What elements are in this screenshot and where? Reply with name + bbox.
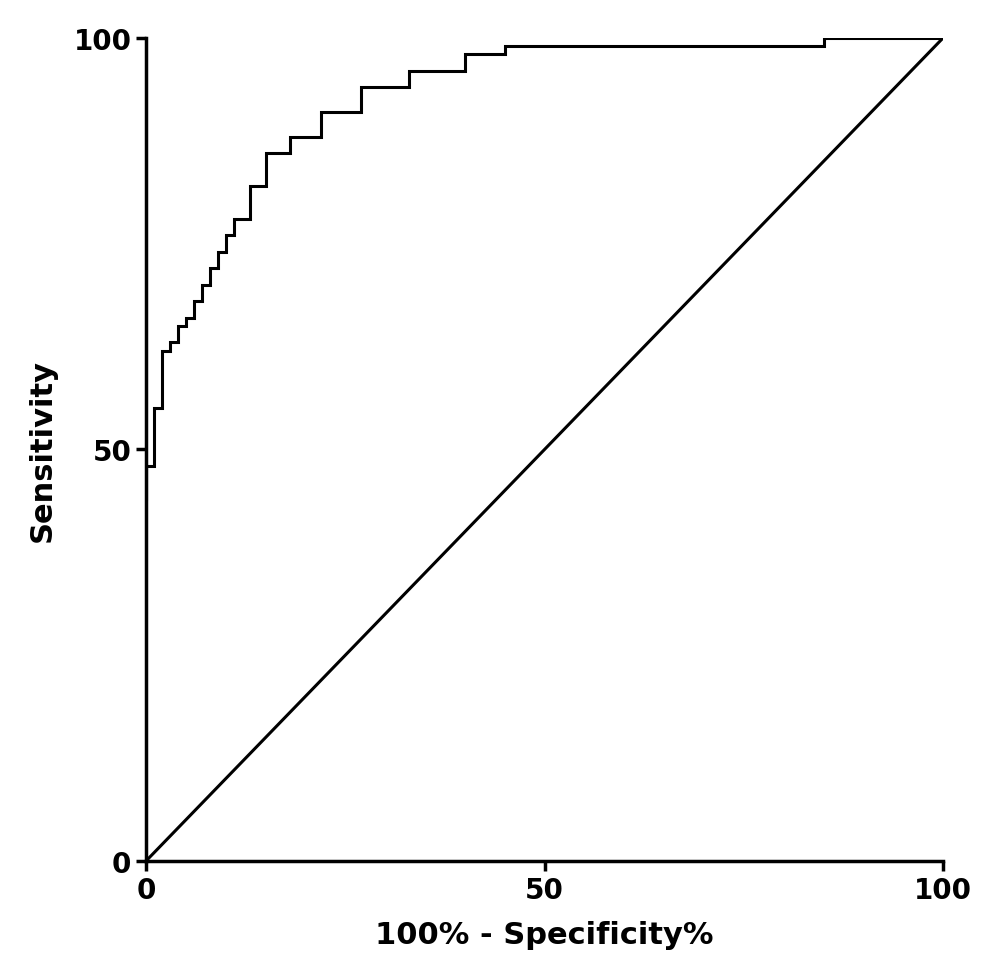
X-axis label: 100% - Specificity%: 100% - Specificity% (375, 920, 714, 950)
Y-axis label: Sensitivity: Sensitivity (28, 359, 57, 541)
